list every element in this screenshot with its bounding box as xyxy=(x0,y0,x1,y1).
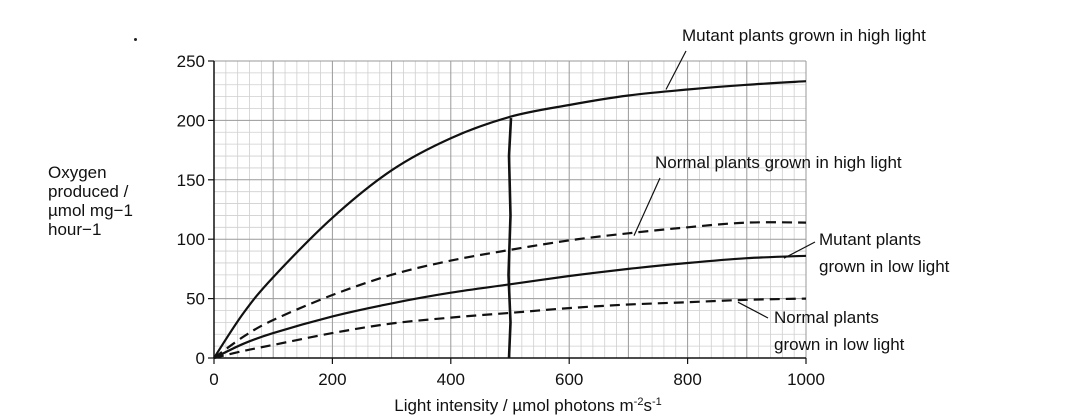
series-line-3 xyxy=(213,254,807,359)
x-axis-label: Light intensity / µmol photons m-2s-1 xyxy=(394,396,661,415)
x-tick-label: 0 xyxy=(209,370,218,389)
vertical-marker xyxy=(507,117,513,359)
leader-line-3 xyxy=(783,241,816,259)
x-axis-label-text: s xyxy=(643,396,652,415)
x-axis-label-text: Light intensity / µmol photons m xyxy=(394,396,633,415)
series-label-3: grown in low light xyxy=(819,257,950,276)
series-label-2: Normal plants grown in high light xyxy=(655,153,902,172)
y-tick-label: 150 xyxy=(177,171,205,190)
series-lines xyxy=(213,80,807,360)
leader-line-1 xyxy=(665,50,687,90)
stray-dot xyxy=(134,38,137,41)
series-label-4: Normal plants xyxy=(774,308,879,327)
x-axis-label-sup: -2 xyxy=(634,396,644,408)
grid-major xyxy=(213,60,807,359)
y-tick-label: 0 xyxy=(196,349,205,368)
series-label-3: Mutant plants xyxy=(819,230,921,249)
leader-lines xyxy=(633,50,816,319)
vertical-marker-line xyxy=(507,117,513,359)
y-tick-labels: 0 50 100 150 200 250 xyxy=(177,52,214,368)
series-label-4: grown in low light xyxy=(774,335,905,354)
series-line-4 xyxy=(213,297,807,360)
leader-line-2 xyxy=(633,177,661,236)
series-label-1: Mutant plants grown in high light xyxy=(682,26,926,45)
y-tick-label: 250 xyxy=(177,52,205,71)
y-tick-label: 100 xyxy=(177,230,205,249)
series-line-1 xyxy=(213,80,807,359)
x-tick-labels: 0 200 400 600 800 1000 xyxy=(209,358,825,389)
y-axis-label-line: Oxygen xyxy=(48,163,107,182)
y-axis-label-line: µmol mg−1 xyxy=(48,201,133,220)
y-axis-label-line: hour−1 xyxy=(48,220,102,239)
x-tick-label: 400 xyxy=(437,370,465,389)
y-tick-label: 200 xyxy=(177,111,205,130)
y-axis-label-line: produced / xyxy=(48,182,129,201)
x-tick-label: 800 xyxy=(673,370,701,389)
series-line-2 xyxy=(213,221,807,359)
series-labels: Mutant plants grown in high light Normal … xyxy=(655,26,950,354)
x-axis-label-sup: -1 xyxy=(652,396,662,408)
y-tick-label: 50 xyxy=(186,290,205,309)
x-tick-label: 200 xyxy=(318,370,346,389)
leader-line-4 xyxy=(737,301,769,319)
x-tick-label: 600 xyxy=(555,370,583,389)
y-axis-label: Oxygen produced / µmol mg−1 hour−1 xyxy=(48,163,133,239)
x-tick-label: 1000 xyxy=(787,370,825,389)
